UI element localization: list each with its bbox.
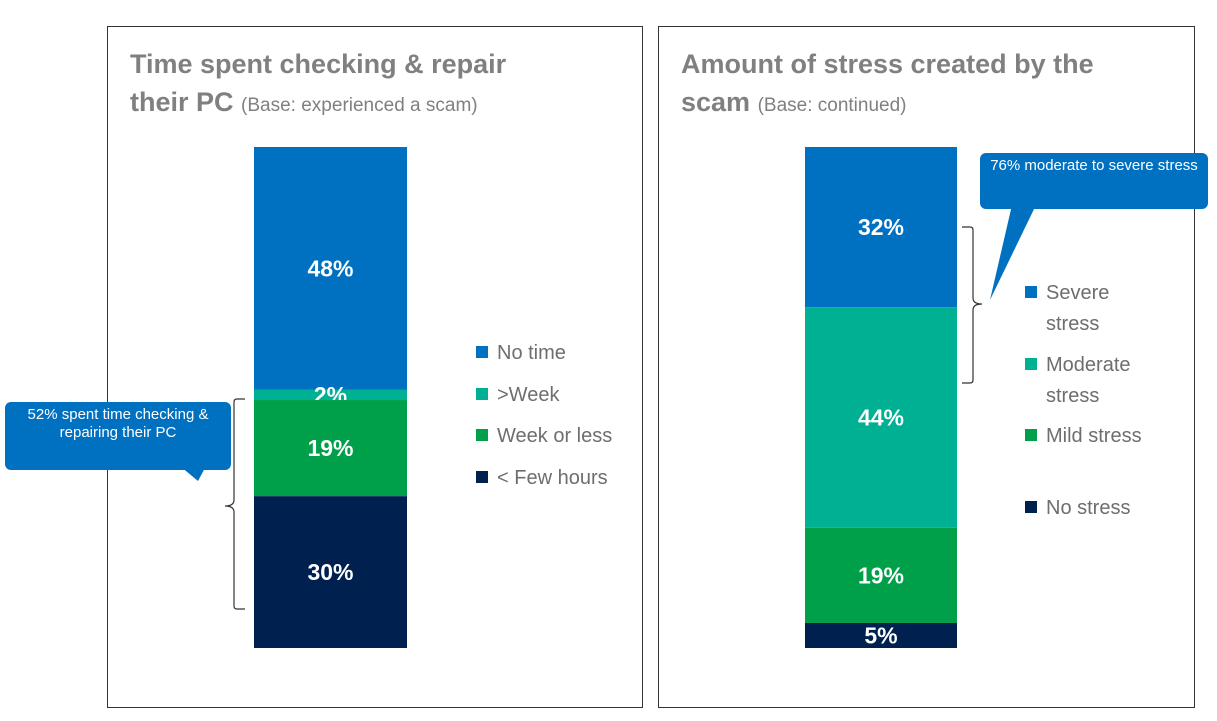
bar-segment-week-or-less: [254, 400, 407, 497]
callout-right-tail: [990, 205, 1036, 300]
legend-swatch-severe: [1025, 286, 1037, 298]
legend-swatch-week-or-less: [476, 429, 488, 441]
title-base: (Base: experienced a scam): [241, 95, 478, 116]
legend-label-week-or-less: Week or less: [497, 425, 612, 447]
legend-label-week-plus: >Week: [497, 384, 560, 406]
legend-swatch-no-time: [476, 346, 488, 358]
bar-segment-no-stress: [805, 622, 957, 648]
legend-swatch-few-hours: [476, 471, 488, 483]
bar-segment-moderate: [805, 307, 957, 528]
legend-swatch-week-plus: [476, 388, 488, 400]
brace-left: [224, 398, 245, 610]
data-label-week-or-less: 19%: [307, 435, 353, 461]
chart-title-stress: Amount of stress created by the scam (Ba…: [681, 45, 1121, 125]
bar-segment-no-time: [254, 147, 407, 390]
bar-segment-few-hours: [254, 496, 407, 648]
data-label-severe: 32%: [858, 214, 904, 240]
legend-swatch-no-stress: [1025, 501, 1037, 513]
legend-label-severe: Severe stress: [1046, 282, 1109, 335]
legend-label-no-stress: No stress: [1046, 497, 1130, 519]
data-label-few-hours: 30%: [307, 559, 353, 585]
title-text: Amount of stress created by the scam: [681, 49, 1094, 117]
data-label-no-stress: 5%: [864, 622, 897, 648]
legend-label-mild: Mild stress: [1046, 425, 1142, 447]
legend-label-no-time: No time: [497, 342, 566, 364]
data-label-no-time: 48%: [307, 255, 353, 281]
bar-segment-week-plus: [254, 389, 407, 401]
brace-right: [962, 226, 983, 384]
bar-segment-severe: [805, 147, 957, 308]
data-label-moderate: 44%: [858, 405, 904, 431]
title-text: Time spent checking & repair their PC: [130, 49, 507, 117]
legend-swatch-mild: [1025, 429, 1037, 441]
title-base: (Base: continued): [757, 95, 907, 116]
callout-left: 52% spent time checking & repairing thei…: [5, 402, 231, 470]
legend-label-moderate: Moderate stress: [1046, 354, 1131, 407]
data-label-mild: 19%: [858, 562, 904, 588]
chart-title-time-spent: Time spent checking & repair their PC (B…: [130, 45, 570, 125]
legend-label-few-hours: < Few hours: [497, 467, 608, 489]
legend-swatch-moderate: [1025, 358, 1037, 370]
callout-right: 76% moderate to severe stress: [980, 153, 1208, 209]
bar-segment-mild: [805, 527, 957, 623]
